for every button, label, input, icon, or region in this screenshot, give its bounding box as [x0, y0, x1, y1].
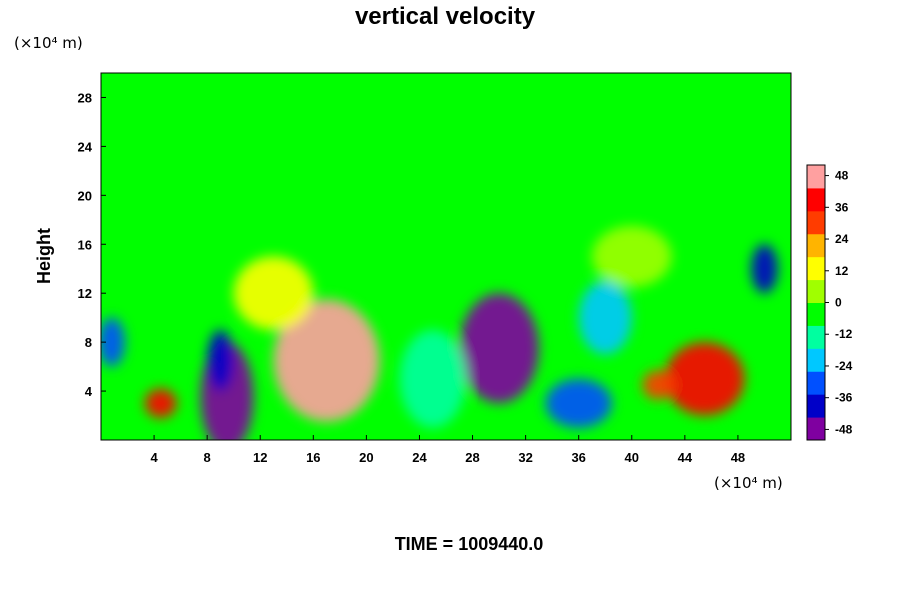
y-tick-label: 4: [85, 384, 93, 399]
velocity-field: [101, 225, 778, 440]
colorbar: [807, 165, 825, 441]
x-ticks: 4 8 12 16 20 24 28 32 36 40 44 48: [150, 435, 745, 465]
colorbar-tick-label: -12: [835, 327, 853, 341]
colorbar-tick-label: 48: [835, 169, 849, 183]
velocity-cell-4: [101, 317, 125, 367]
y-tick-label: 20: [78, 188, 92, 203]
velocity-cell-3: [144, 388, 177, 418]
chart-title: vertical velocity: [355, 3, 536, 30]
x-tick-label: 8: [204, 450, 211, 465]
colorbar-segment: [807, 394, 825, 418]
colorbar-tick-label: 24: [835, 232, 849, 246]
colorbar-tick-label: -24: [835, 359, 853, 373]
plot-area: [101, 73, 791, 440]
colorbar-segment: [807, 233, 825, 258]
colorbar-segment: [807, 325, 825, 349]
x-tick-label: 24: [412, 450, 427, 465]
y-axis-label: Height: [34, 228, 54, 284]
x-tick-label: 16: [306, 450, 320, 465]
colorbar-segment: [807, 348, 825, 372]
velocity-cell-2: [273, 299, 380, 422]
velocity-cell-1: [207, 329, 234, 392]
colorbar-segment: [807, 371, 825, 395]
velocity-cell-9: [751, 244, 778, 294]
velocity-cell-12: [233, 256, 314, 330]
x-tick-label: 28: [465, 450, 479, 465]
x-tick-label: 20: [359, 450, 373, 465]
x-tick-label: 4: [150, 450, 158, 465]
colorbar-segment: [807, 165, 825, 189]
colorbar-tick-label: 0: [835, 296, 842, 310]
velocity-cell-10: [399, 329, 466, 428]
velocity-cell-11: [578, 280, 632, 355]
y-tick-label: 16: [78, 237, 92, 252]
plot-frame: [100, 72, 792, 441]
colorbar-segment: [807, 279, 825, 303]
x-tick-label: 36: [571, 450, 585, 465]
velocity-cell-8: [642, 370, 675, 400]
velocity-cell-13: [591, 225, 672, 288]
colorbar-segment: [807, 210, 825, 235]
y-tick-label: 24: [78, 139, 93, 154]
y-tick-label: 28: [78, 90, 92, 105]
colorbar-ticks: 48 36 24 12 0 -12 -24 -36 -48: [825, 169, 853, 436]
x-tick-label: 48: [731, 450, 745, 465]
velocity-cell-7: [664, 342, 745, 416]
colorbar-tick-label: -48: [835, 422, 853, 436]
colorbar-segment: [807, 256, 825, 281]
colorbar-tick-label: -36: [835, 391, 853, 405]
x-tick-label: 12: [253, 450, 267, 465]
velocity-cell-6: [545, 378, 612, 428]
colorbar-segment: [807, 187, 825, 212]
x-tick-label: 44: [678, 450, 693, 465]
y-ticks: 4 8 12 16 20 24 28: [78, 90, 106, 399]
y-tick-label: 12: [78, 286, 92, 301]
velocity-cell-5: [459, 293, 539, 404]
y-tick-label: 8: [85, 335, 92, 350]
y-axis-unit: (×10⁴ m): [14, 34, 83, 52]
colorbar-tick-label: 36: [835, 200, 849, 214]
x-axis-unit: (×10⁴ m): [714, 474, 783, 492]
colorbar-tick-label: 12: [835, 264, 849, 278]
colorbar-segment: [807, 302, 825, 326]
x-tick-label: 32: [518, 450, 532, 465]
colorbar-segment: [807, 417, 825, 441]
x-tick-label: 40: [625, 450, 639, 465]
time-label: TIME = 1009440.0: [395, 534, 544, 554]
